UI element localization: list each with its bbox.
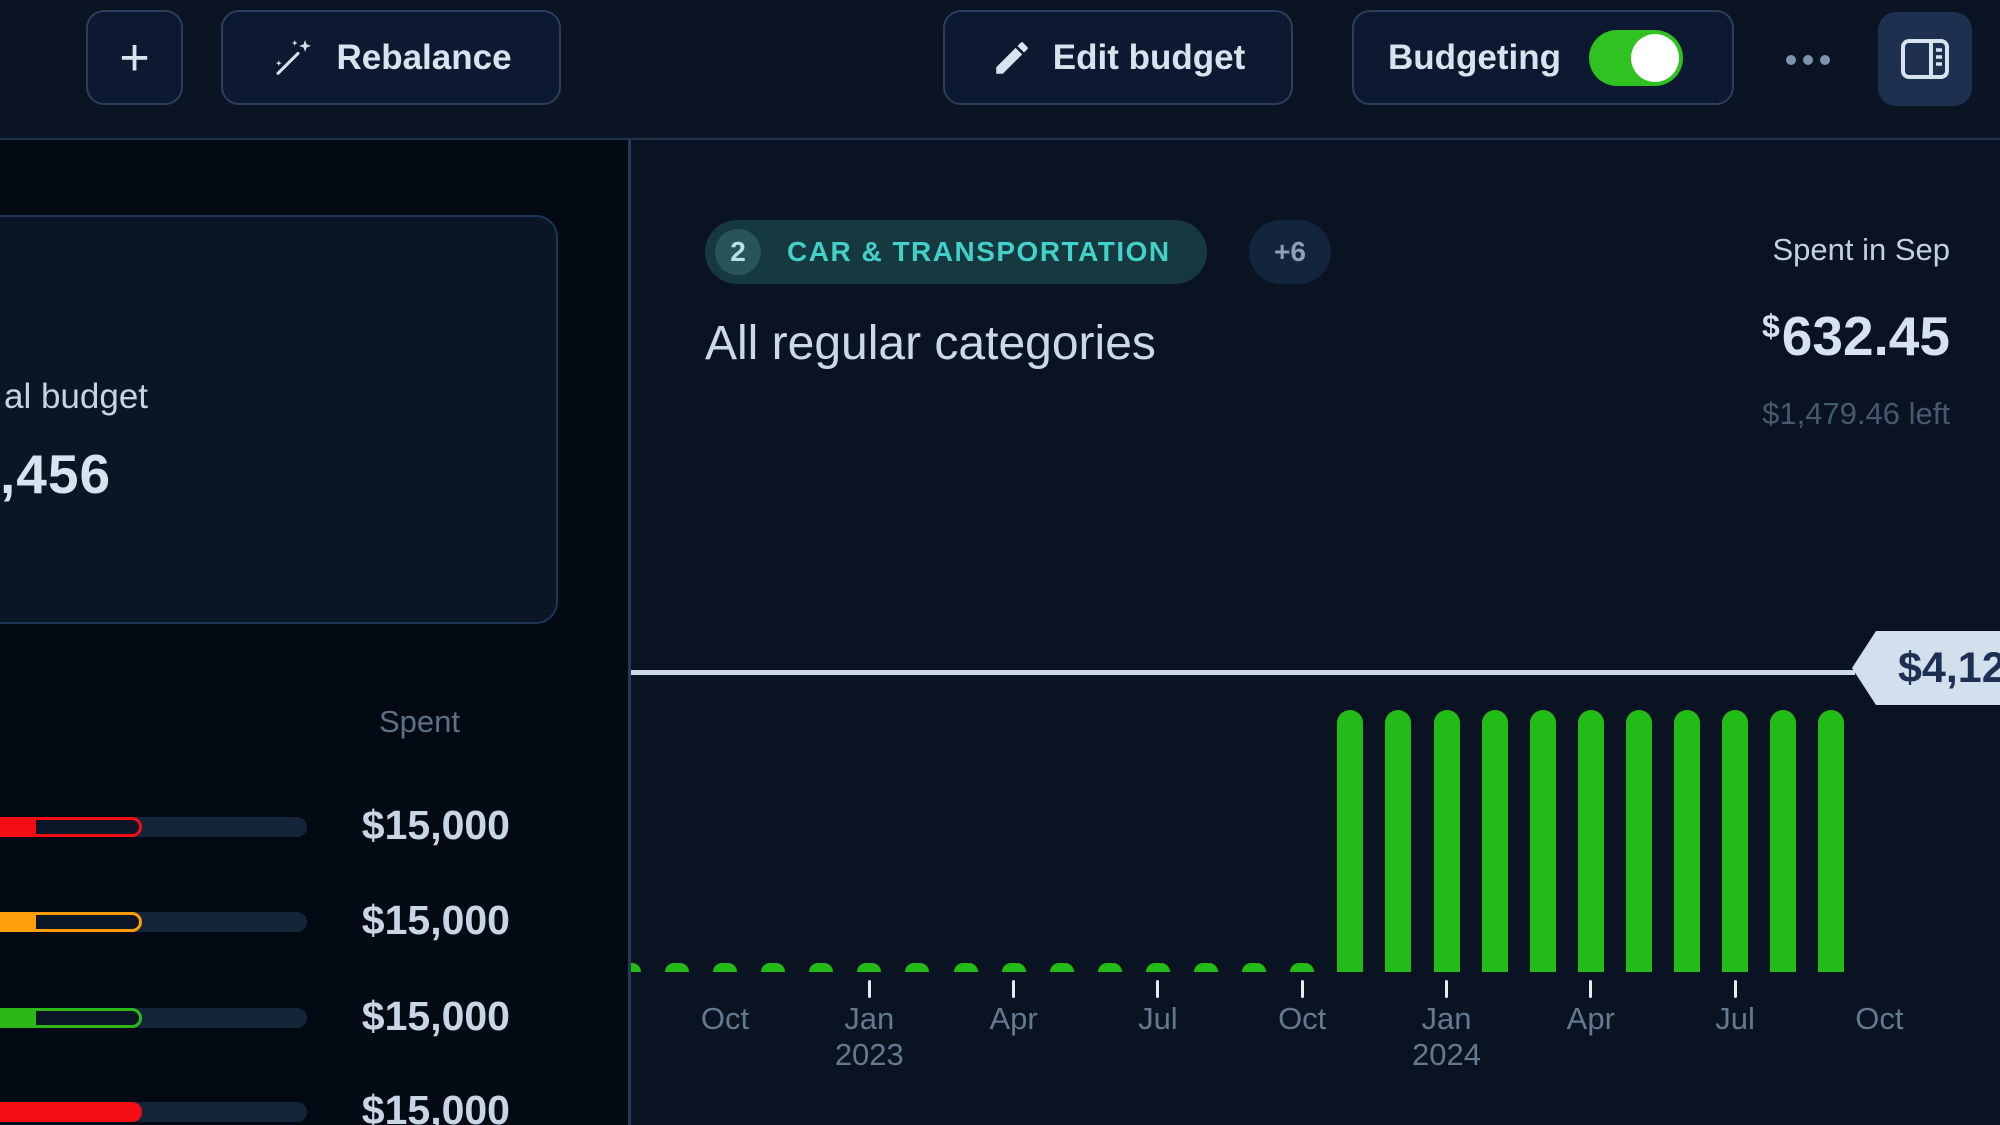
- currency-symbol: $: [1761, 308, 1780, 344]
- budget-row-spent-value: $15,000: [361, 993, 510, 1039]
- edit-budget-button[interactable]: Edit budget: [943, 10, 1293, 105]
- x-axis-tick: [1300, 980, 1304, 998]
- spent-period-label: Spent in Sep: [1772, 232, 1950, 267]
- budget-row-fill: [0, 912, 36, 932]
- x-axis-tick: [1012, 980, 1016, 998]
- x-axis-label: Oct: [1278, 1001, 1327, 1036]
- total-budget-card: al budget ,456: [0, 215, 558, 624]
- x-axis-label: Jul: [1715, 1001, 1755, 1036]
- chart-month-stub: [1145, 963, 1170, 972]
- chart-month-stub: [905, 963, 930, 972]
- panel-divider: [628, 140, 631, 1125]
- ellipsis-icon: [1803, 55, 1813, 65]
- more-categories-badge[interactable]: +6: [1249, 220, 1331, 284]
- budget-row-fill: [0, 817, 36, 837]
- x-axis-tick: [1156, 980, 1160, 998]
- ellipsis-icon: [1786, 55, 1796, 65]
- x-axis-label: Jan: [1421, 1001, 1472, 1036]
- chart-month-stub: [761, 963, 786, 972]
- category-count-badge: 2: [715, 229, 761, 275]
- edit-budget-label: Edit budget: [1052, 37, 1246, 77]
- budget-line-badge: $4,120: [1852, 631, 2000, 705]
- spent-stats: Spent in Sep $632.45 $1,479.46 left: [1762, 232, 1950, 432]
- ellipsis-icon: [1820, 55, 1830, 65]
- chart-month-stub: [857, 963, 882, 972]
- x-axis-year-label: 2023: [834, 1037, 904, 1072]
- page-title: All regular categories: [705, 317, 1156, 370]
- chart-month-bar: [1577, 710, 1604, 972]
- budgeting-toggle-control[interactable]: Budgeting: [1352, 10, 1734, 105]
- chart-month-stub: [809, 963, 834, 972]
- toolbar: + Rebalance Edit budget Budget: [0, 0, 2000, 140]
- side-panel-toggle-button[interactable]: [1878, 12, 1972, 106]
- magic-wand-icon: [270, 35, 316, 81]
- total-budget-label: al budget: [4, 377, 149, 416]
- chart-month-stub: [1049, 963, 1074, 972]
- x-axis-tick: [867, 980, 871, 998]
- budget-row-fill: [0, 1008, 36, 1028]
- chart-month-bar: [1722, 710, 1749, 972]
- x-axis-label: Apr: [1566, 1001, 1615, 1036]
- chart-month-bar: [1529, 710, 1556, 972]
- x-axis-label: Jan: [844, 1001, 895, 1036]
- budget-row-spent-value: $15,000: [361, 802, 510, 848]
- spent-column-header: Spent: [378, 704, 460, 739]
- pencil-icon: [991, 37, 1033, 79]
- budget-row-fill: [0, 1102, 142, 1122]
- chart-month-bar: [1818, 710, 1845, 972]
- chart-month-stub: [1242, 963, 1267, 972]
- x-axis-label: Apr: [989, 1001, 1038, 1036]
- remaining-amount: $1,479.46 left: [1762, 396, 1950, 431]
- chart-month-stub: [664, 963, 689, 972]
- chart-month-stub: [631, 963, 641, 972]
- x-axis-label: Oct: [700, 1001, 750, 1036]
- x-axis-label: Jul: [1138, 1001, 1178, 1036]
- panel-right-icon: [1900, 38, 1950, 80]
- chart-month-stub: [1290, 963, 1315, 972]
- rebalance-label: Rebalance: [336, 37, 512, 77]
- chart-month-bar: [1481, 710, 1508, 972]
- toggle-knob: [1631, 33, 1680, 82]
- x-axis-tick: [1589, 980, 1593, 998]
- budget-reference-line: [631, 670, 1855, 675]
- chart-month-stub: [1001, 963, 1026, 972]
- x-axis-tick: [1445, 980, 1448, 998]
- x-axis-tick: [1733, 980, 1737, 998]
- chart-month-bar: [1625, 710, 1652, 972]
- chart-month-stub: [713, 963, 737, 972]
- chart-month-stub: [953, 963, 978, 972]
- chart-month-stub: [1097, 963, 1122, 972]
- chart-month-bar: [1433, 710, 1460, 972]
- chart-month-bar: [1770, 710, 1797, 972]
- x-axis-label: Oct: [1855, 1001, 1904, 1036]
- add-button[interactable]: +: [86, 10, 183, 105]
- budgeting-label: Budgeting: [1388, 37, 1562, 77]
- budget-row-spent-value: $15,000: [361, 1087, 510, 1125]
- x-axis-year-label: 2024: [1412, 1037, 1481, 1072]
- overflow-menu-button[interactable]: [1778, 36, 1838, 84]
- category-pill[interactable]: 2 CAR & TRANSPORTATION: [705, 220, 1207, 284]
- spent-amount: $632.45: [1761, 305, 1950, 367]
- plus-icon: +: [119, 28, 150, 87]
- budget-row-spent-value: $15,000: [361, 897, 510, 943]
- category-name: CAR & TRANSPORTATION: [787, 236, 1171, 267]
- budgeting-toggle[interactable]: [1589, 29, 1684, 86]
- category-detail-panel: 2 CAR & TRANSPORTATION +6 All regular ca…: [631, 140, 2000, 1125]
- chart-month-stub: [1194, 963, 1218, 972]
- chart-month-bar: [1385, 710, 1412, 972]
- chart-area[interactable]: Oct Jan 2023 Apr Jul Oct Jan 2024 Apr Jul Oct: [631, 140, 2000, 1125]
- budget-summary-panel: al budget ,456 Spent $15,000 $15,000 $15,0…: [0, 140, 631, 1125]
- chart-month-bar: [1337, 710, 1364, 972]
- total-budget-value: ,456: [0, 443, 112, 505]
- chart-month-bar: [1674, 710, 1700, 972]
- rebalance-button[interactable]: Rebalance: [221, 10, 561, 105]
